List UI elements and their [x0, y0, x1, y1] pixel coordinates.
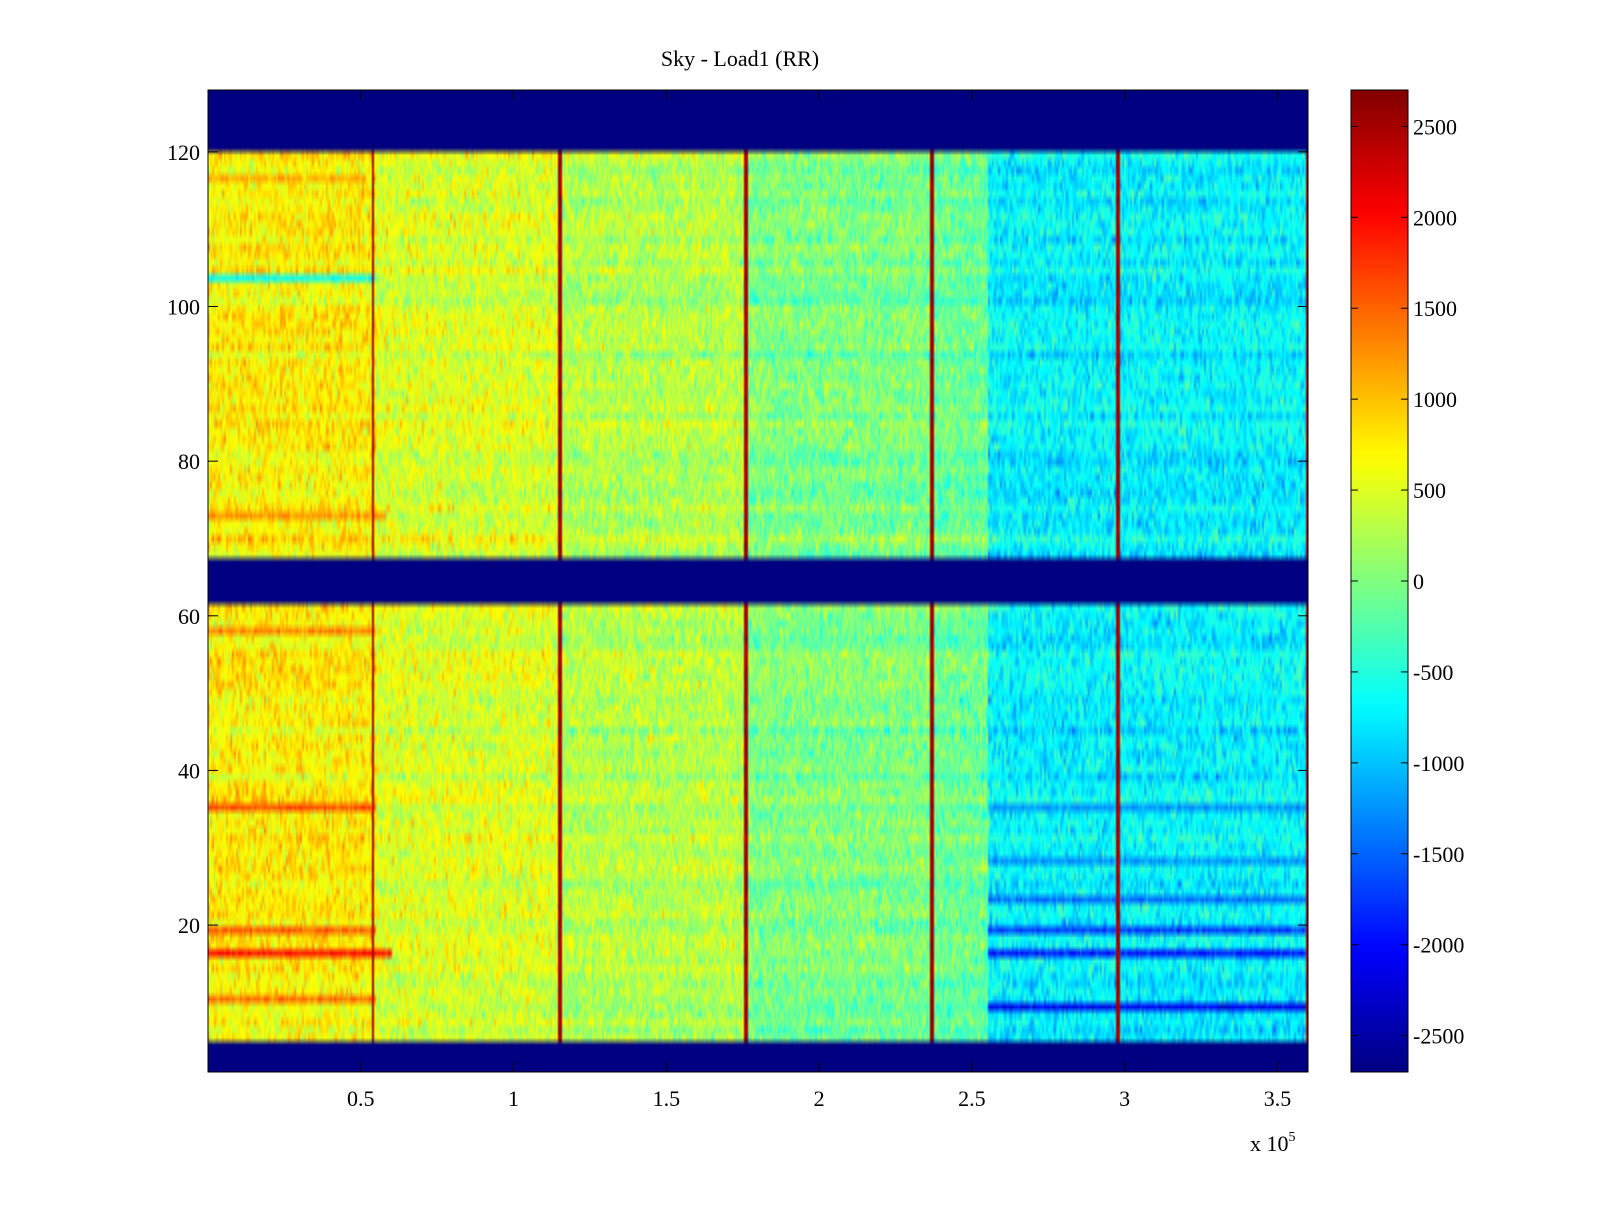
y-axis: 20 40 60 80 100 120	[167, 140, 1308, 938]
x-tick-label: 3	[1119, 1086, 1130, 1111]
x-tick-label: 3.5	[1264, 1086, 1292, 1111]
colorbar-tick-label: -2000	[1413, 933, 1464, 958]
y-tick-label: 120	[167, 140, 200, 165]
colorbar-gradient	[1351, 90, 1408, 1072]
heatmap-image	[208, 90, 1308, 1072]
colorbar-tick-label: 2000	[1413, 205, 1457, 230]
x-tick-label: 1	[508, 1086, 519, 1111]
colorbar-axis: 2500 2000 1500 1000 500 0 -500 -1000 -1500 -2000 -…	[1351, 114, 1464, 1049]
y-tick-label: 100	[167, 295, 200, 320]
x-tick-label: 1.5	[653, 1086, 681, 1111]
chart-title: Sky - Load1 (RR)	[661, 46, 819, 71]
colorbar-tick-label: 500	[1413, 478, 1446, 503]
x-tick-label: 2.5	[958, 1086, 986, 1111]
y-tick-label: 40	[178, 758, 200, 783]
colorbar-tick-label: 1500	[1413, 296, 1457, 321]
colorbar-tick-label: -1500	[1413, 842, 1464, 867]
colorbar-tick-label: -2500	[1413, 1024, 1464, 1049]
y-tick-label: 60	[178, 604, 200, 629]
x-tick-label: 0.5	[347, 1086, 375, 1111]
colorbar-tick-label: 1000	[1413, 387, 1457, 412]
y-tick-label: 80	[178, 449, 200, 474]
y-tick-label: 20	[178, 913, 200, 938]
colorbar-tick-label: -1000	[1413, 751, 1464, 776]
plot-frame	[207, 89, 1309, 1073]
colorbar: 2500 2000 1500 1000 500 0 -500 -1000 -1500 -2000 -…	[1350, 89, 1464, 1073]
colorbar-tick-label: 2500	[1413, 114, 1457, 139]
x-axis: 0.5 1 1.5 2 2.5 3 3.5	[347, 90, 1291, 1111]
colorbar-tick-label: -500	[1413, 660, 1453, 685]
colorbar-tick-label: 0	[1413, 569, 1424, 594]
heatmap-plot-area	[208, 90, 1308, 1072]
x-multiplier-label: x 105	[1250, 1130, 1296, 1156]
x-tick-label: 2	[814, 1086, 825, 1111]
